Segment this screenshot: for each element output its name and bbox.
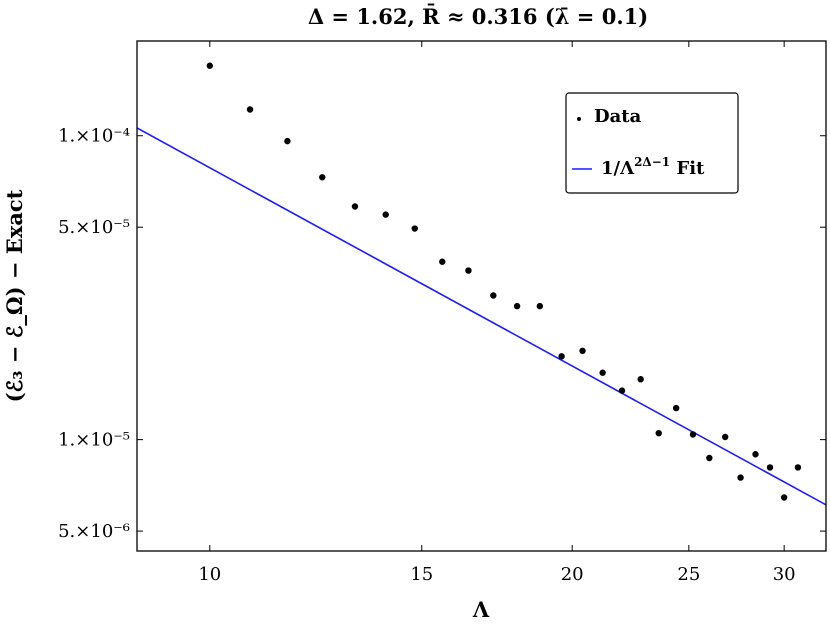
y-tick-label: 5.×10⁻⁵ (58, 217, 130, 238)
x-tick-label: 25 (677, 564, 700, 585)
legend-fit-label-sup: 2Δ−1 (634, 155, 670, 169)
data-point (206, 62, 214, 69)
data-point (382, 211, 389, 218)
legend-fit-label-main: 1/Λ (601, 158, 635, 179)
data-point (637, 376, 644, 383)
data-point (689, 431, 697, 438)
data-point (766, 464, 774, 471)
legend-data-label: Data (594, 106, 642, 127)
data-point (319, 174, 326, 181)
data-point (618, 387, 626, 394)
data-point (721, 433, 729, 441)
data-point (672, 404, 680, 412)
y-tick-label: 1.×10⁻⁴ (58, 126, 130, 147)
legend-fit-label: 1/Λ2Δ−1 Fit (601, 155, 705, 179)
plot-frame (136, 40, 827, 552)
data-point (558, 353, 565, 360)
data-point (579, 347, 586, 355)
legend-fit-label-tail: Fit (670, 158, 705, 179)
x-tick-label: 15 (410, 564, 433, 585)
data-point (599, 369, 606, 376)
data-point (411, 225, 418, 232)
y-axis: 5.×10⁻⁶ 1.×10⁻⁵ 5.×10⁻⁵ 1.×10⁻⁴ (58, 126, 826, 542)
legend-data-marker (577, 117, 581, 121)
y-tick-label: 1.×10⁻⁵ (58, 430, 130, 451)
data-point (737, 474, 744, 481)
chart-title: Δ = 1.62, R̄ ≈ 0.316 (λ̄ = 0.1) (308, 4, 648, 29)
data-point (490, 292, 497, 299)
legend-box (565, 92, 739, 194)
data-point (465, 267, 472, 274)
data-point (439, 258, 446, 265)
data-point (246, 106, 254, 113)
data-point (752, 451, 759, 458)
x-axis-label: Λ (472, 597, 490, 622)
fit-line (137, 127, 826, 506)
data-point (284, 137, 291, 145)
data-point (351, 203, 359, 210)
x-tick-label: 20 (561, 564, 584, 585)
data-point (513, 302, 521, 310)
plot-area (137, 62, 826, 506)
data-point (706, 454, 713, 462)
y-tick-label: 5.×10⁻⁶ (58, 521, 130, 542)
x-tick-label: 30 (773, 564, 796, 585)
data-point (794, 464, 802, 471)
data-point (655, 429, 662, 437)
y-axis-label: (ℰ₃ − ℰ_Ω) − Exact (2, 189, 27, 402)
legend: Data 1/Λ2Δ−1 Fit (565, 92, 739, 194)
data-point (536, 302, 544, 310)
data-point (780, 494, 788, 501)
x-axis: 10 15 20 25 30 (198, 41, 796, 585)
x-tick-label: 10 (198, 564, 221, 585)
